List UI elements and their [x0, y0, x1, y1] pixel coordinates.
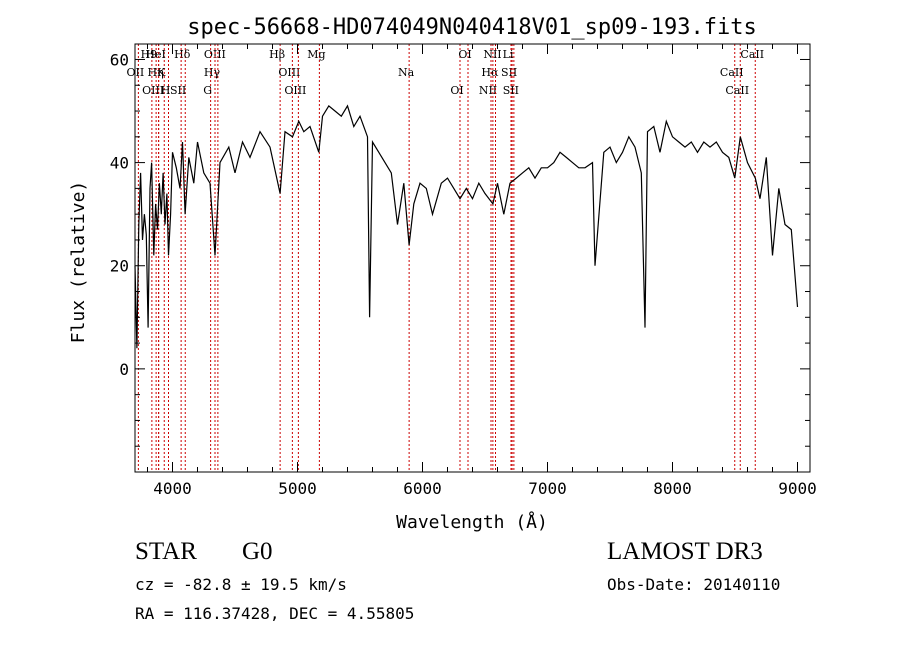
marker-label: SII — [501, 66, 517, 79]
marker-label: SII — [170, 84, 186, 97]
marker-label: Hη — [148, 66, 164, 79]
marker-label: Li — [503, 48, 514, 61]
marker-label: CaII — [725, 84, 749, 97]
x-tick-label: 4000 — [153, 479, 192, 498]
survey-name: LAMOST DR3 — [607, 538, 763, 565]
emission-line-markers: H9KHHδOIIOIIIHeIHηSIIOIIIHγGHβOIIIOIIIMg… — [127, 44, 764, 472]
y-tick-label: 60 — [110, 50, 129, 69]
x-axis-label: Wavelength (Å) — [396, 511, 548, 533]
marker-label: OIII — [278, 66, 300, 79]
coordinates-text: RA = 116.37428, DEC = 4.55805 — [135, 604, 415, 623]
redshift-text: cz = -82.8 ± 19.5 km/s — [135, 575, 347, 594]
plot-frame — [134, 43, 811, 473]
y-axis-label: Flux (relative) — [68, 181, 89, 344]
x-tick-label: 8000 — [653, 479, 692, 498]
marker-label: SII — [503, 84, 519, 97]
marker-label: CaII — [740, 48, 764, 61]
marker-label: G — [203, 84, 212, 97]
x-tick-label: 6000 — [403, 479, 442, 498]
marker-label: Hγ — [204, 66, 221, 79]
marker-label: H9 — [141, 48, 158, 61]
obs-date: Obs-Date: 20140110 — [607, 575, 781, 594]
marker-label: OIII — [142, 84, 164, 97]
marker-label: NII — [479, 84, 497, 97]
marker-label: Hδ — [174, 48, 191, 61]
y-tick-label: 20 — [110, 257, 129, 276]
object-class: STAR — [135, 538, 197, 565]
chart-title: spec-56668-HD074049N040418V01_sp09-193.f… — [187, 15, 757, 40]
marker-label: Hα — [481, 66, 499, 79]
plot-area: 4000 5000 6000 7000 8000 9000 0 20 40 60 — [110, 43, 817, 498]
x-tick-label: 7000 — [528, 479, 567, 498]
y-tick-label: 40 — [110, 154, 129, 173]
x-tick-label: 5000 — [278, 479, 317, 498]
marker-label: Mg — [307, 48, 325, 61]
spectrum-line — [134, 104, 799, 349]
marker-label: OIII — [284, 84, 306, 97]
marker-label: Na — [398, 66, 415, 79]
marker-label: OI — [450, 84, 463, 97]
marker-label: HeI — [145, 48, 165, 61]
marker-label: K — [157, 66, 166, 79]
marker-label: CaII — [720, 66, 744, 79]
marker-label: Hβ — [269, 48, 285, 61]
y-tick-label: 0 — [119, 360, 129, 379]
x-tick-label: 9000 — [778, 479, 817, 498]
marker-label: OIII — [204, 48, 226, 61]
subclass: G0 — [242, 538, 273, 565]
marker-label: OI — [458, 48, 471, 61]
marker-label: H — [161, 84, 171, 97]
marker-label: NII — [483, 48, 501, 61]
